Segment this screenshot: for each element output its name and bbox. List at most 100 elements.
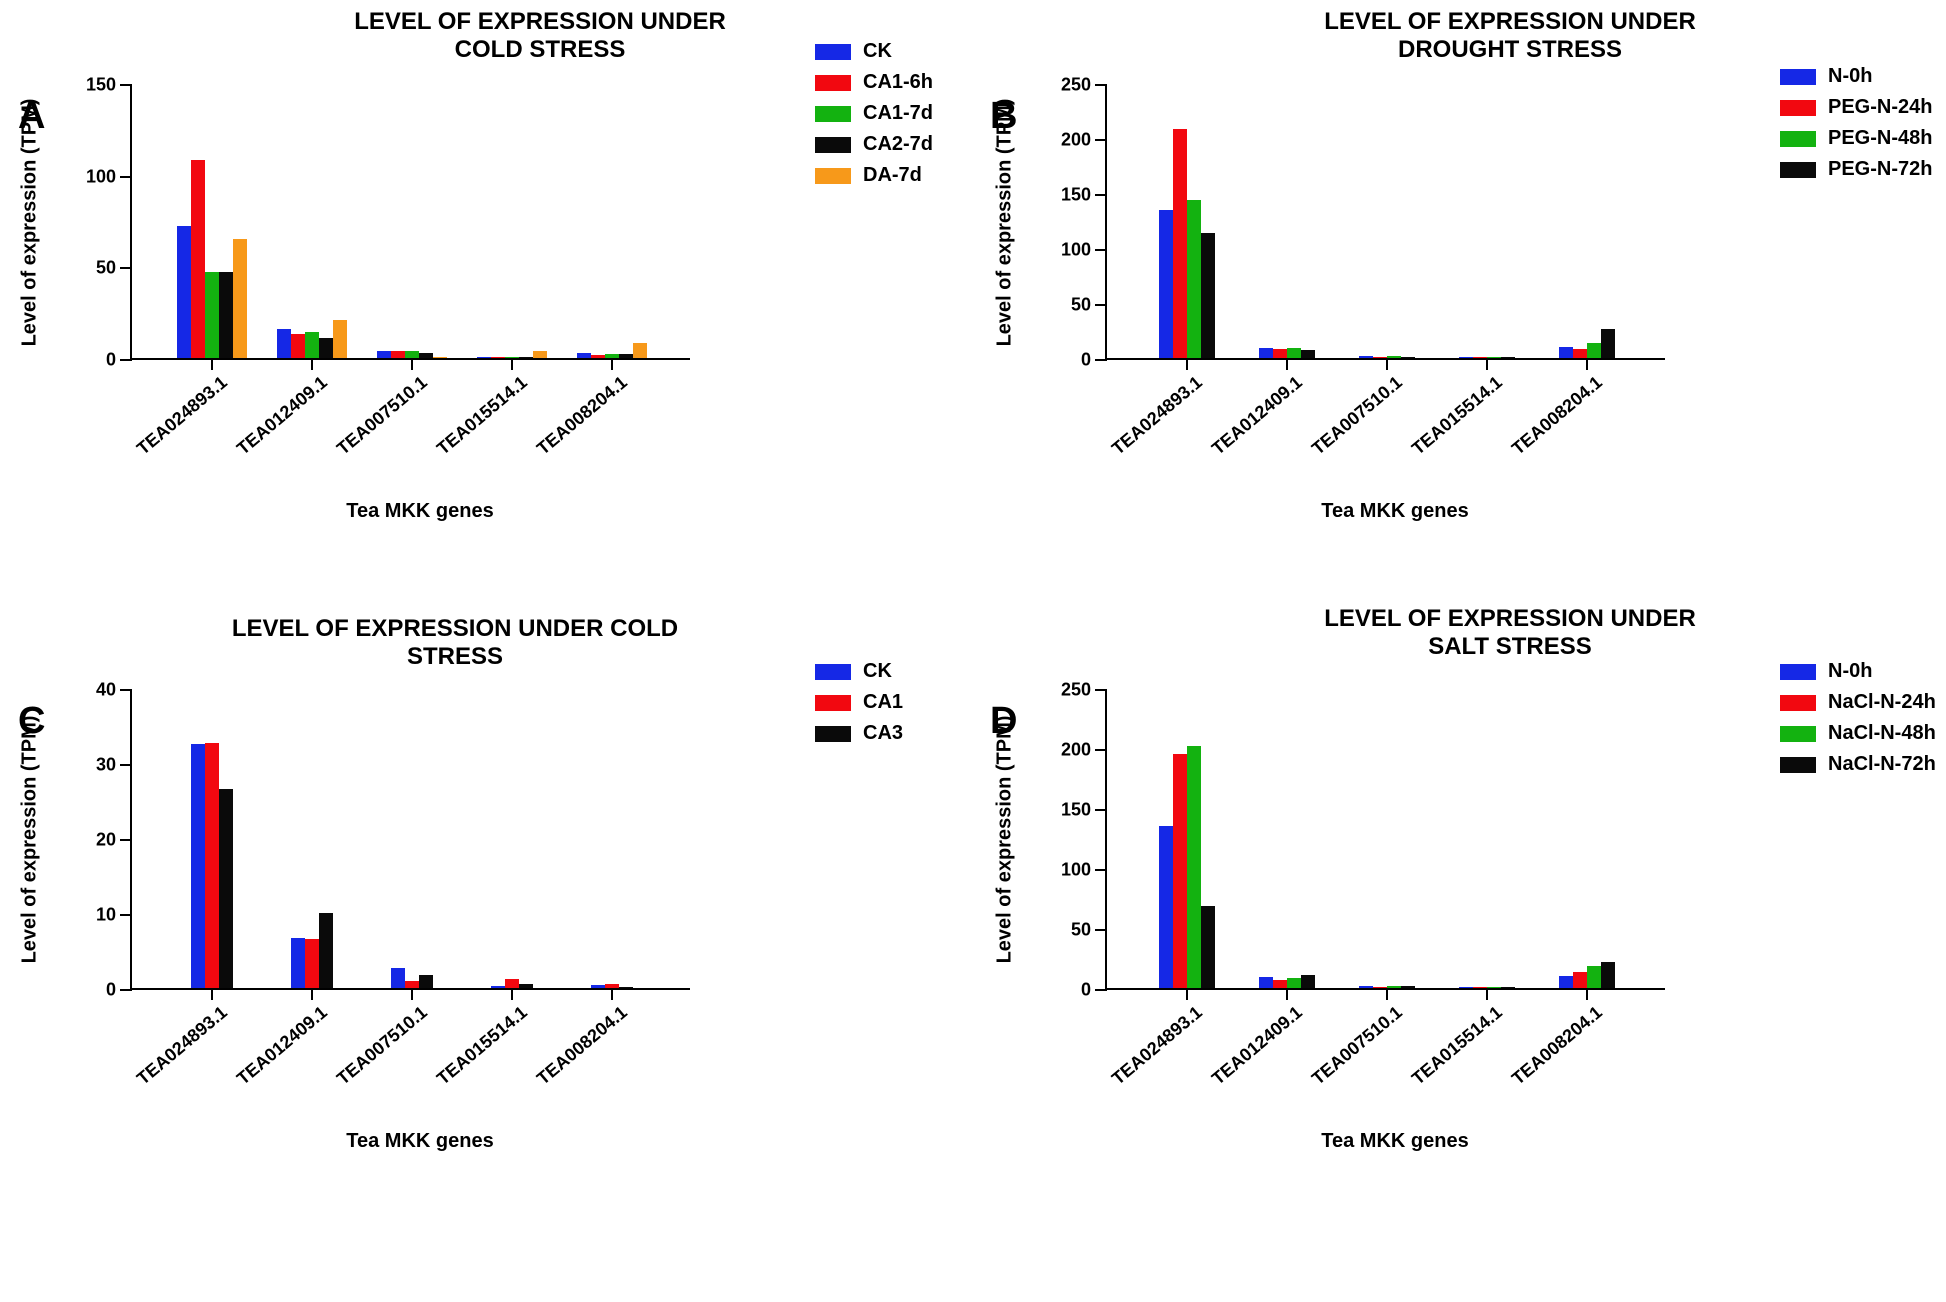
bar xyxy=(1473,357,1487,358)
x-tick xyxy=(1286,358,1288,370)
plot-area-D: 050100150200250TEA024893.1TEA012409.1TEA… xyxy=(1105,690,1665,990)
x-axis-label-C: Tea MKK genes xyxy=(320,1130,520,1153)
bar xyxy=(433,357,447,358)
x-tick xyxy=(211,358,213,370)
bar xyxy=(319,338,333,358)
bar xyxy=(591,985,605,988)
bar xyxy=(1159,210,1173,359)
legend-item: NaCl-N-72h xyxy=(1780,753,1936,776)
bar xyxy=(305,939,319,988)
y-tick-label: 100 xyxy=(1061,860,1091,881)
bar xyxy=(1287,348,1301,358)
bar xyxy=(419,975,433,988)
legend-item: DA-7d xyxy=(815,164,933,187)
bar xyxy=(1473,987,1487,988)
bar xyxy=(1459,987,1473,988)
y-tick-label: 150 xyxy=(1061,185,1091,206)
x-tick-label: TEA008204.1 xyxy=(1508,1002,1607,1089)
bar xyxy=(1601,962,1615,988)
x-tick xyxy=(411,358,413,370)
bar xyxy=(205,272,219,358)
x-tick-label: TEA015514.1 xyxy=(433,372,532,459)
y-tick xyxy=(1095,689,1107,691)
legend-item: NaCl-N-24h xyxy=(1780,691,1936,714)
legend-text: NaCl-N-72h xyxy=(1828,753,1936,776)
x-tick-label: TEA008204.1 xyxy=(533,372,632,459)
y-tick-label: 20 xyxy=(96,830,116,851)
x-tick-label: TEA012409.1 xyxy=(1208,372,1307,459)
x-tick xyxy=(611,988,613,1000)
x-tick xyxy=(511,358,513,370)
legend-item: CK xyxy=(815,40,933,63)
y-tick xyxy=(120,84,132,86)
bar xyxy=(477,357,491,358)
legend-swatch xyxy=(1780,664,1816,680)
bar xyxy=(1201,233,1215,358)
bar xyxy=(491,357,505,358)
y-tick xyxy=(120,267,132,269)
bar xyxy=(519,984,533,988)
bar xyxy=(405,351,419,358)
legend-D: N-0hNaCl-N-24hNaCl-N-48hNaCl-N-72h xyxy=(1780,660,1936,784)
x-tick-label: TEA015514.1 xyxy=(433,1002,532,1089)
legend-text: NaCl-N-24h xyxy=(1828,691,1936,714)
bar xyxy=(591,355,605,358)
legend-text: CA1 xyxy=(863,691,903,714)
bar xyxy=(533,351,547,358)
legend-A: CKCA1-6hCA1-7dCA2-7dDA-7d xyxy=(815,40,933,195)
legend-item: CK xyxy=(815,660,903,683)
y-tick xyxy=(1095,139,1107,141)
y-tick-label: 150 xyxy=(86,75,116,96)
x-tick-label: TEA015514.1 xyxy=(1408,1002,1507,1089)
x-tick-label: TEA024893.1 xyxy=(133,1002,232,1089)
legend-item: N-0h xyxy=(1780,660,1936,683)
bar xyxy=(1187,200,1201,358)
bar xyxy=(1587,343,1601,358)
legend-text: PEG-N-24h xyxy=(1828,96,1932,119)
bar xyxy=(205,743,219,988)
bar xyxy=(191,744,205,988)
y-tick-label: 40 xyxy=(96,680,116,701)
bar xyxy=(1587,966,1601,988)
bar xyxy=(1387,356,1401,358)
bar xyxy=(619,987,633,989)
bar xyxy=(319,913,333,988)
bar xyxy=(305,332,319,358)
y-tick xyxy=(120,176,132,178)
legend-swatch xyxy=(815,106,851,122)
bar xyxy=(1401,357,1415,358)
legend-item: PEG-N-48h xyxy=(1780,127,1932,150)
bar xyxy=(291,938,305,988)
bar xyxy=(377,351,391,358)
legend-item: N-0h xyxy=(1780,65,1932,88)
bar xyxy=(219,272,233,358)
bar xyxy=(1559,976,1573,988)
y-tick xyxy=(1095,869,1107,871)
x-tick-label: TEA012409.1 xyxy=(233,372,332,459)
bar xyxy=(619,354,633,358)
x-tick xyxy=(1286,988,1288,1000)
legend-text: CK xyxy=(863,660,892,683)
y-tick-label: 0 xyxy=(106,980,116,1001)
y-tick xyxy=(120,359,132,361)
legend-C: CKCA1CA3 xyxy=(815,660,903,753)
y-tick-label: 0 xyxy=(1081,980,1091,1001)
y-axis-label-A: Level of expression (TPM) xyxy=(19,92,42,352)
bar xyxy=(1373,987,1387,988)
y-tick-label: 100 xyxy=(1061,240,1091,261)
x-tick xyxy=(311,988,313,1000)
bar xyxy=(1173,129,1187,358)
y-tick xyxy=(120,764,132,766)
x-tick xyxy=(211,988,213,1000)
bar xyxy=(1601,329,1615,358)
y-tick-label: 150 xyxy=(1061,800,1091,821)
bar xyxy=(1487,357,1501,358)
legend-swatch xyxy=(815,137,851,153)
bar xyxy=(1387,986,1401,988)
legend-item: CA1 xyxy=(815,691,903,714)
legend-swatch xyxy=(1780,100,1816,116)
legend-swatch xyxy=(815,75,851,91)
y-tick xyxy=(120,689,132,691)
y-tick-label: 50 xyxy=(1071,295,1091,316)
bar xyxy=(405,981,419,989)
